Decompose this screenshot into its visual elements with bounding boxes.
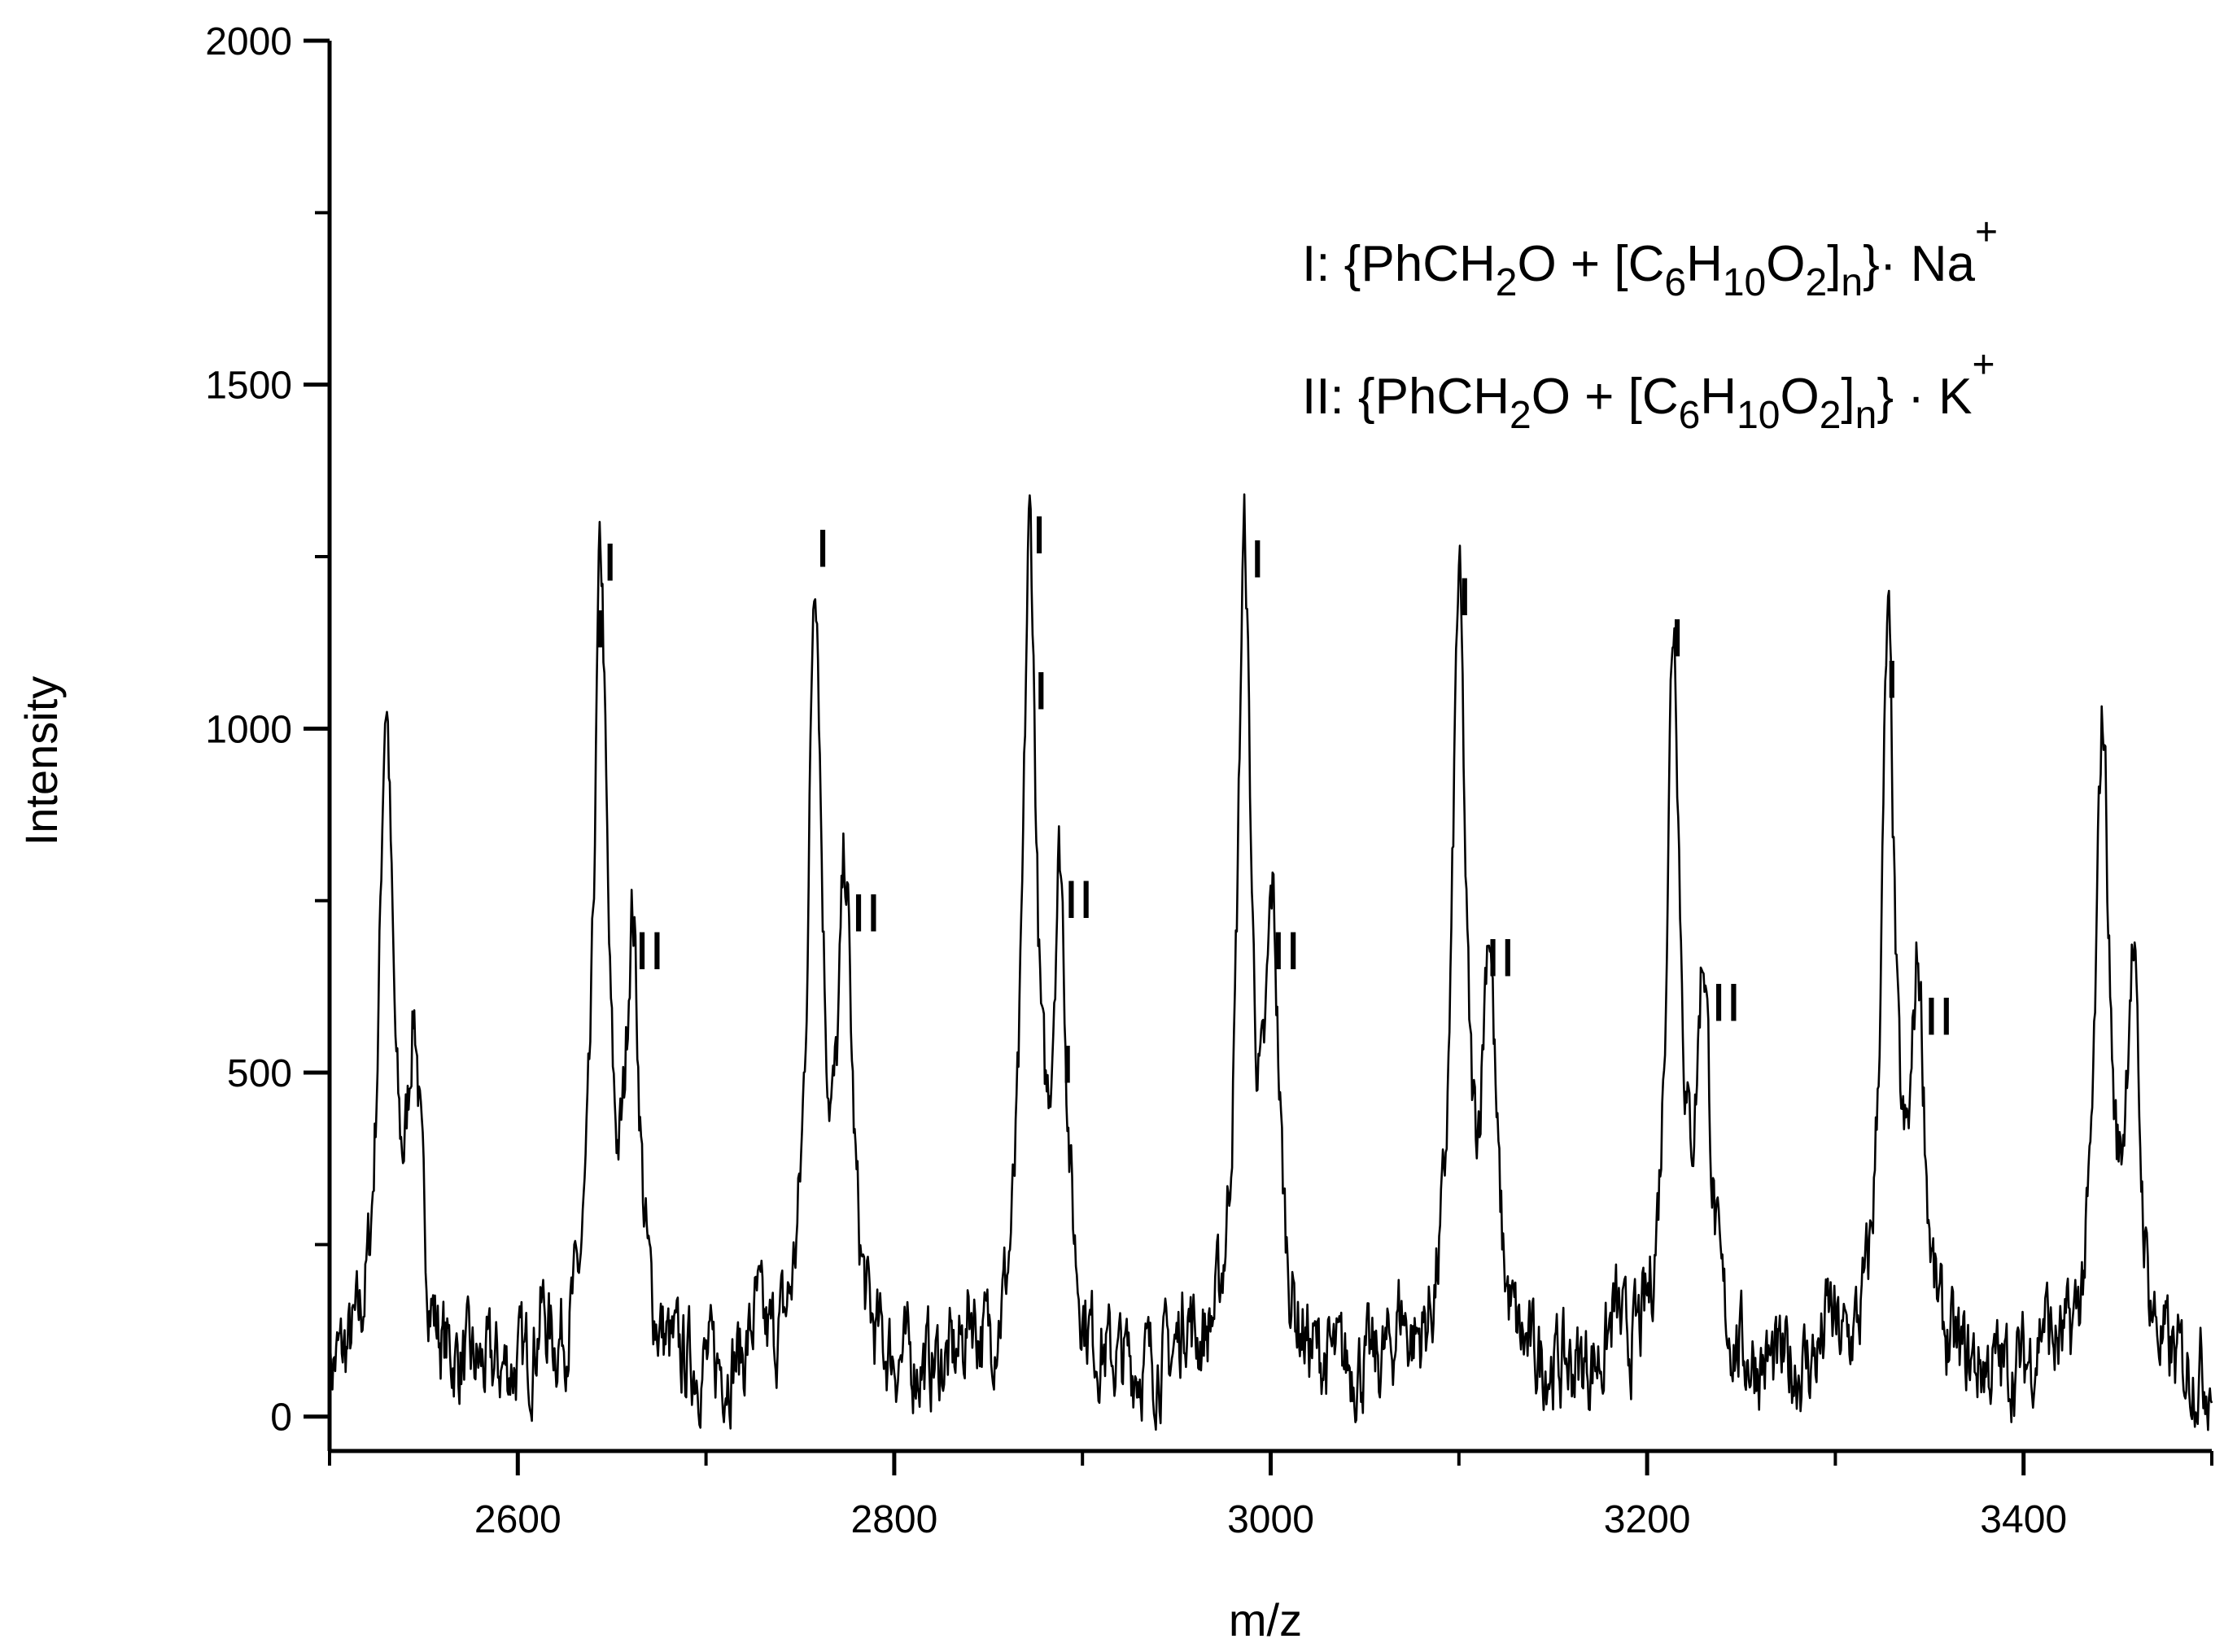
y-tick-label: 500 <box>227 1052 292 1095</box>
x-tick-label: 2800 <box>851 1498 938 1541</box>
y-tick-label: 0 <box>270 1396 292 1440</box>
y-tick-labels: 0 500 1000 1500 2000 <box>205 20 292 1440</box>
x-tick-label: 3400 <box>1980 1498 2067 1541</box>
peak-label-II: II <box>1271 920 1301 981</box>
peak-label-II: II <box>1064 869 1094 929</box>
peak-label-II: II <box>635 920 665 981</box>
spectrum-series-line <box>328 493 2213 1431</box>
peak-label-I: I <box>1250 528 1265 588</box>
peak-label-I: I <box>1033 661 1048 721</box>
legend: I: {PhCH2O + [C6H10O2]n}· Na+ II: {PhCH2O… <box>1302 211 1998 437</box>
x-tick-label: 3200 <box>1604 1498 1691 1541</box>
y-ticks <box>304 38 330 1419</box>
peak-label-I: I <box>1457 566 1472 627</box>
y-tick-label: 1000 <box>205 708 292 751</box>
peak-label-I: I <box>815 518 830 579</box>
x-tick-label: 3000 <box>1227 1498 1314 1541</box>
x-tick-label: 2600 <box>474 1498 561 1541</box>
peak-label-II: II <box>1924 986 1954 1047</box>
peak-label-I: I <box>1670 608 1684 668</box>
y-axis-title: Intensity <box>15 676 67 846</box>
x-ticks <box>328 1451 2213 1475</box>
peak-label-II: II <box>1485 928 1515 988</box>
legend-entry-II: II: {PhCH2O + [C6H10O2]n} · K+ <box>1302 343 1995 437</box>
peak-label-I: I <box>602 532 617 592</box>
x-axis-title: m/z <box>1229 1594 1302 1645</box>
peak-label-I: I <box>1060 1034 1075 1095</box>
peak-label-I: I <box>593 599 608 659</box>
x-tick-labels: 2600 2800 3000 3200 3400 <box>474 1498 2067 1541</box>
peak-label-II: II <box>851 883 881 943</box>
peak-label-II: II <box>1711 972 1741 1033</box>
y-tick-label: 2000 <box>205 20 292 63</box>
legend-entry-I: I: {PhCH2O + [C6H10O2]n}· Na+ <box>1302 211 1998 304</box>
y-tick-label: 1500 <box>205 365 292 408</box>
peak-label-I: I <box>1885 649 1899 709</box>
peak-label-I: I <box>1032 505 1046 565</box>
